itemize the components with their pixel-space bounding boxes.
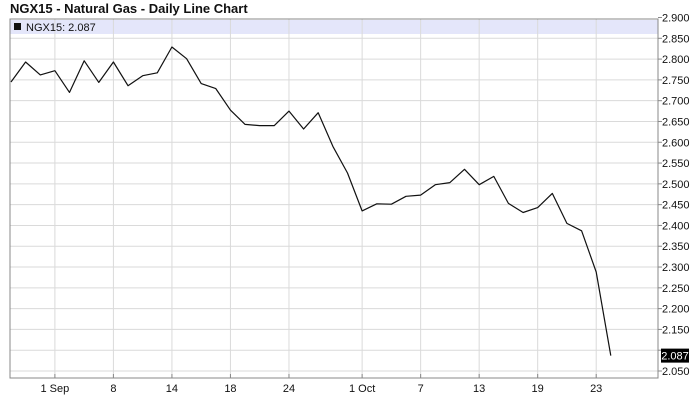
x-tick-label: 19: [532, 383, 544, 395]
x-tick-label: 14: [166, 383, 178, 395]
y-tick-label: 2.800: [662, 54, 690, 66]
x-tick-label: 24: [283, 383, 295, 395]
y-tick-label: 2.500: [662, 179, 690, 191]
y-tick-label: 2.600: [662, 137, 690, 149]
grid-lines: [10, 19, 658, 378]
y-tick-label: 2.350: [662, 241, 690, 253]
x-tick-label: 8: [110, 383, 116, 395]
plot-frame: [9, 18, 659, 379]
x-tick-label: 1 Oct: [349, 383, 375, 395]
y-tick-label: 2.250: [662, 283, 690, 295]
y-tick-label: 2.300: [662, 262, 690, 274]
y-tick-label: 2.750: [662, 75, 690, 87]
y-tick-label: 2.450: [662, 200, 690, 212]
y-tick-label: 2.900: [662, 13, 690, 25]
y-tick-label: 2.550: [662, 158, 690, 170]
last-value-badge: [661, 348, 689, 363]
legend-label: NGX15: 2.087: [26, 22, 96, 34]
y-tick-label: 2.650: [662, 116, 690, 128]
x-tick-label: 13: [473, 383, 485, 395]
y-tick-label: 2.150: [662, 324, 690, 336]
legend-band: [10, 20, 658, 34]
series-line-ngx15: [10, 46, 612, 356]
y-tick-label: 2.700: [662, 96, 690, 108]
last-value-label: 2.087: [661, 351, 689, 363]
y-tick-label: 2.850: [662, 33, 690, 45]
plot-background: [10, 19, 658, 378]
y-tick-label: 2.200: [662, 304, 690, 316]
x-tick-label: 7: [418, 383, 424, 395]
x-tick-label: 1 Sep: [41, 383, 70, 395]
x-tick-label: 23: [590, 383, 602, 395]
chart-title: NGX15 - Natural Gas - Daily Line Chart: [10, 1, 248, 16]
y-axis-ticks: 2.900 2.850 2.800 2.750 2.700 2.650 2.600 2.550…: [658, 13, 690, 378]
legend-swatch: [14, 23, 21, 30]
y-tick-label: 2.050: [662, 366, 690, 378]
price-series: [10, 46, 612, 356]
x-axis-ticks: 1 Sep 8 14 18 24 1 Oct 7 13 19 23: [41, 374, 602, 395]
y-tick-label: 2.400: [662, 220, 690, 232]
x-tick-label: 18: [224, 383, 236, 395]
